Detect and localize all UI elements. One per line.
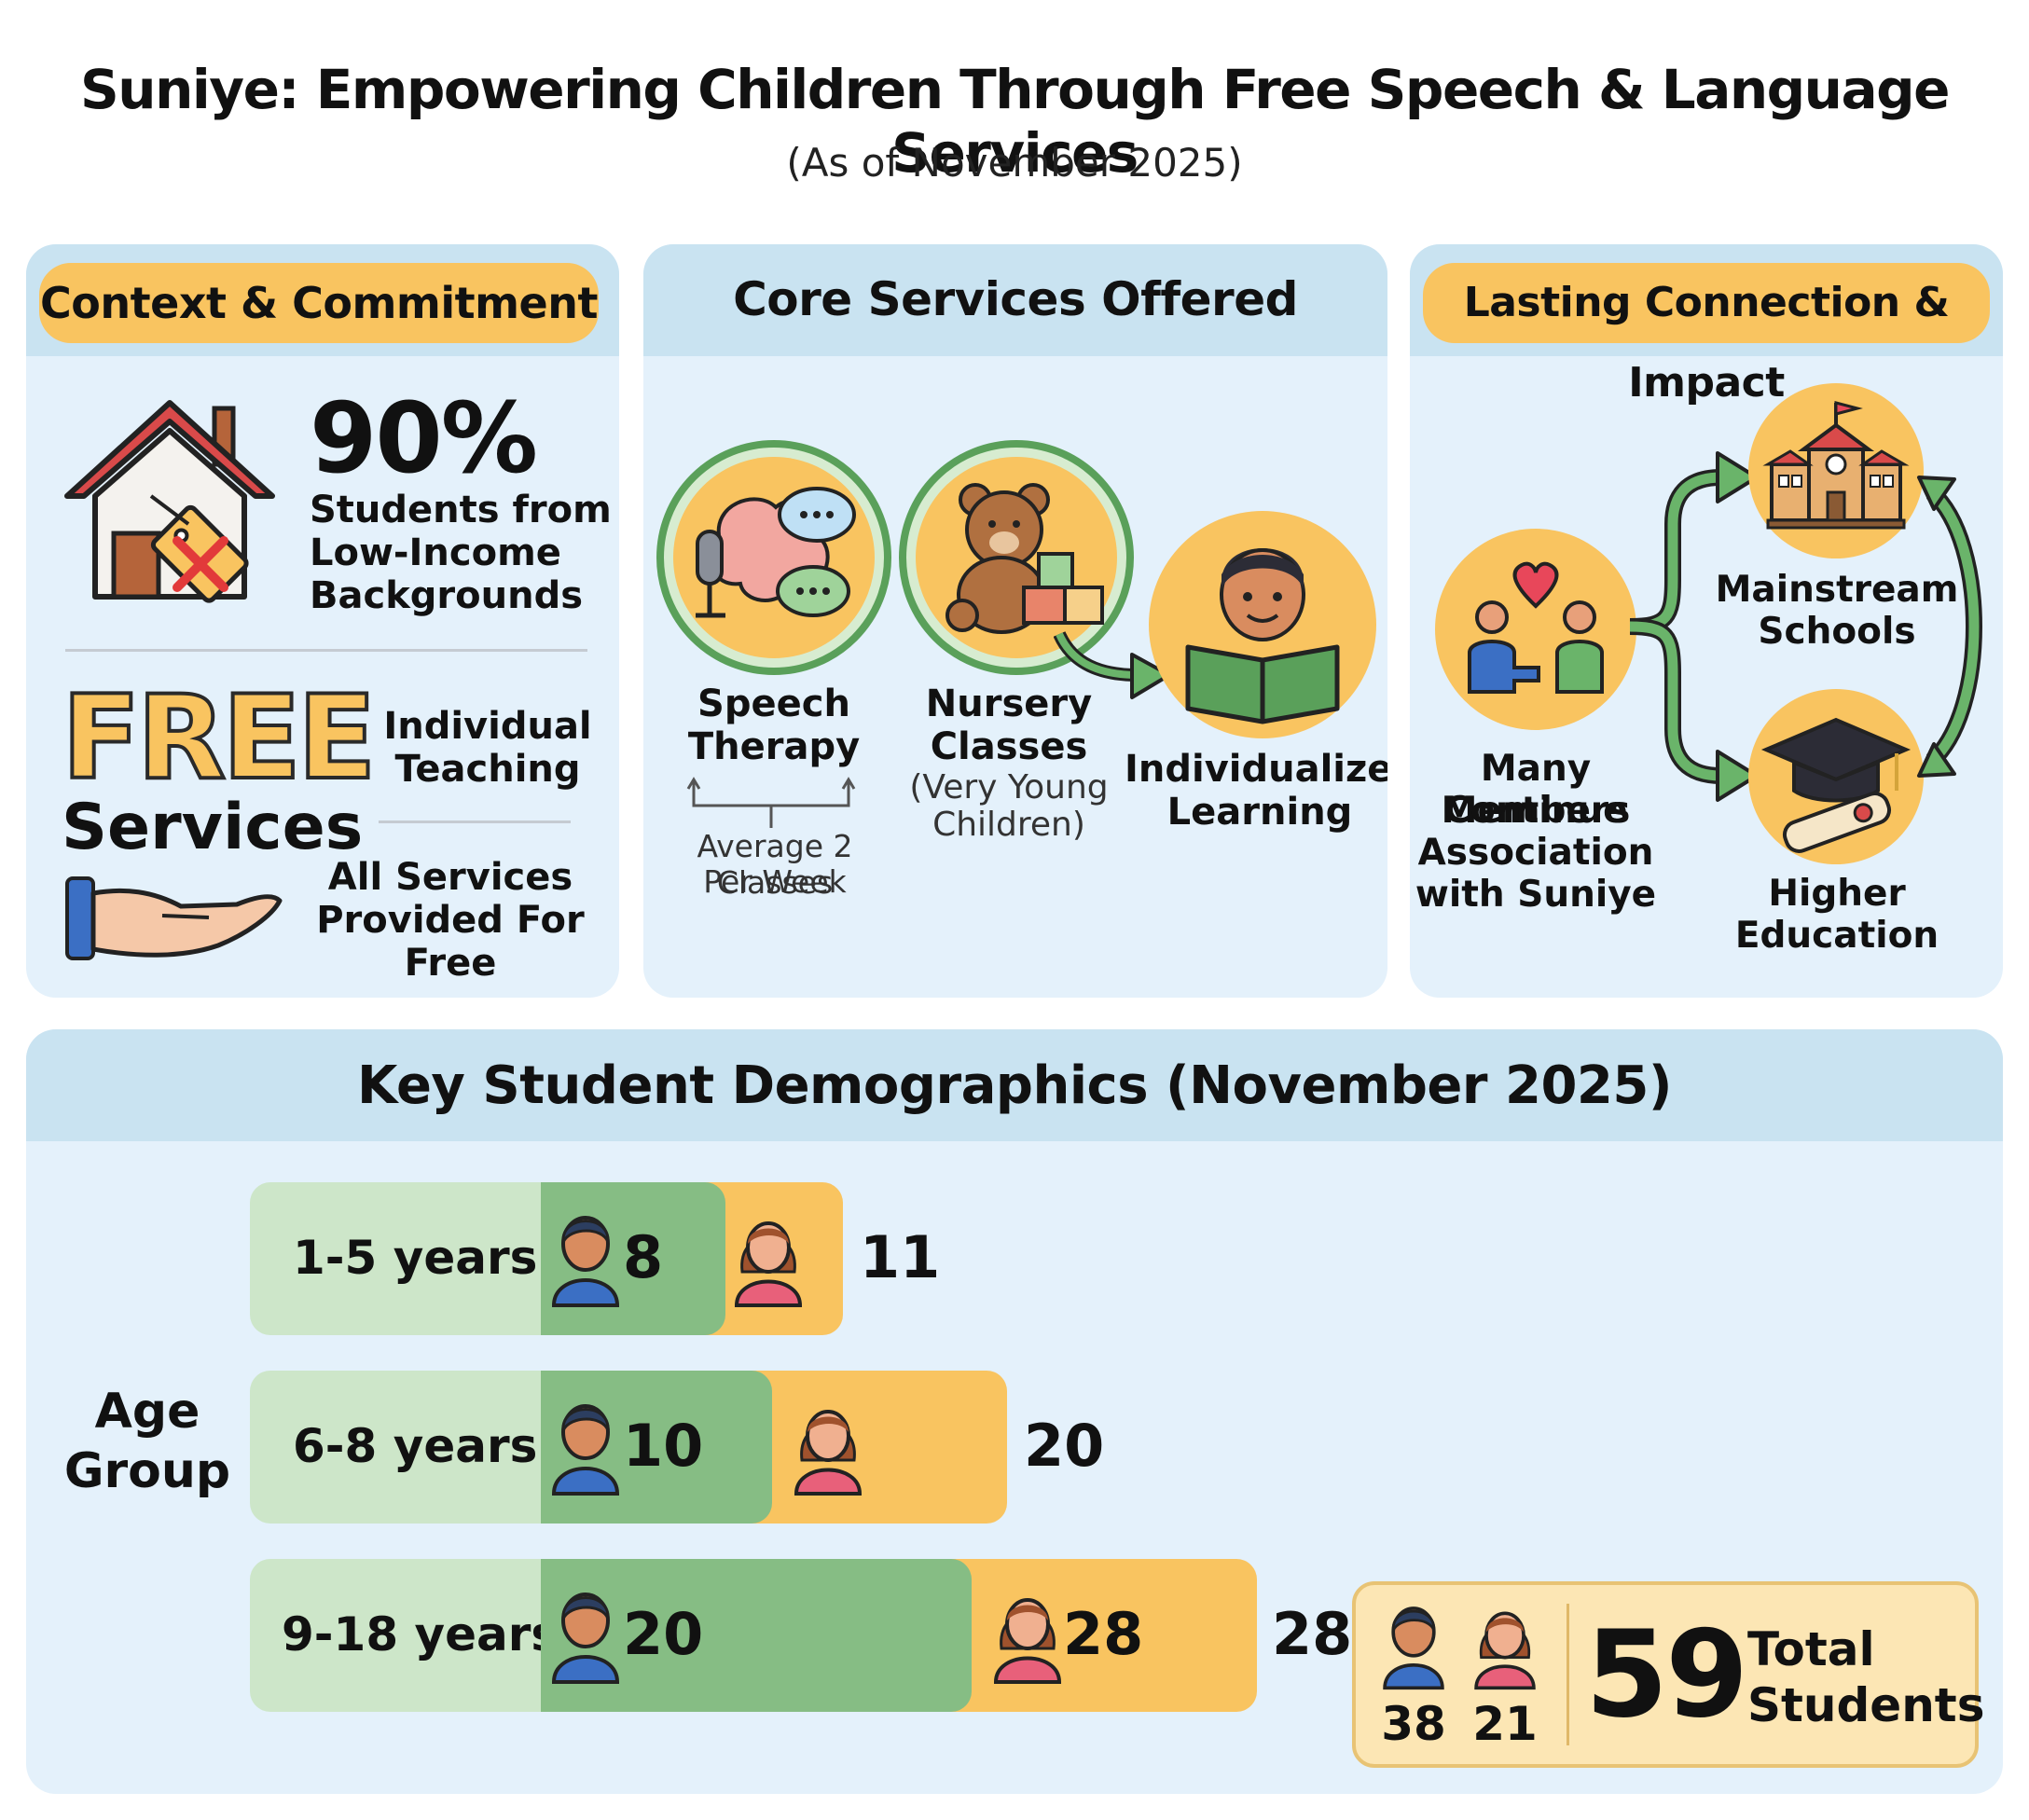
- low-income-stat-line-1: Students from: [310, 489, 612, 531]
- female-count: 11: [860, 1223, 941, 1291]
- low-income-stat-line-2: Low-Income: [310, 531, 561, 574]
- teddy-bear-blocks-icon: [899, 440, 1134, 675]
- page-title: Suniye: Empowering Children Through Free…: [80, 58, 1950, 185]
- graduation-cap-diploma-icon: [1748, 689, 1924, 864]
- low-income-stat-line-3: Backgrounds: [310, 574, 584, 617]
- members-line-2: Continue: [1443, 790, 1628, 832]
- higher-education-line-1: Higher: [1768, 873, 1906, 915]
- nursery-note-line-1: (Very Young: [909, 768, 1109, 807]
- female-count: 28: [1272, 1600, 1353, 1668]
- age-row-bar: [250, 1559, 541, 1712]
- page-subtitle: (As of November 2025): [786, 140, 1243, 186]
- speech-therapy-line-1: Speech: [697, 682, 850, 725]
- free-word: FREE: [60, 671, 379, 806]
- age-row-label: 1-5 years: [293, 1231, 538, 1285]
- child-reading-book-icon: [1149, 511, 1376, 738]
- female-bar: [944, 1559, 1257, 1712]
- members-line-3: Association: [1417, 832, 1654, 874]
- age-row-label: 6-8 years: [293, 1419, 538, 1473]
- context-divider: [65, 649, 587, 652]
- demographics-heading: Key Student Demographics (November 2025): [357, 1055, 1672, 1116]
- higher-education-line-2: Education: [1734, 915, 1939, 957]
- handshake-heart-icon: [1435, 529, 1636, 730]
- demographics-header: [26, 1029, 2003, 1141]
- mainstream-line-1: Mainstream: [1715, 569, 1959, 611]
- male-student-icon: [551, 1404, 620, 1496]
- male-bar: [541, 1559, 972, 1712]
- frequency-line-1: Average 2 Classes: [697, 828, 853, 901]
- context-heading: Context & Commitment: [39, 263, 599, 343]
- school-building-icon: [1748, 383, 1924, 558]
- female-student-icon: [1474, 1611, 1536, 1690]
- male-count: 10: [623, 1412, 704, 1480]
- speech-therapy-line-2: Therapy: [687, 725, 861, 768]
- all-free-line-1: All Services: [327, 856, 573, 899]
- age-row-label: 9-18 years: [282, 1607, 559, 1661]
- nursery-note-line-2: Children): [932, 806, 1085, 844]
- female-student-icon: [734, 1221, 803, 1307]
- axis-label-line-1: Age: [94, 1384, 200, 1440]
- age-row-bar: [250, 1371, 541, 1524]
- bracket-icon: [686, 777, 856, 828]
- mainstream-line-2: Schools: [1758, 611, 1916, 653]
- total-divider: [1567, 1604, 1569, 1745]
- total-female-count: 21: [1472, 1697, 1538, 1751]
- individualized-line-2: Learning: [1166, 791, 1353, 834]
- female-count-inside: 28: [1063, 1600, 1144, 1668]
- total-label-line-2: Students: [1747, 1678, 1985, 1732]
- impact-heading: Lasting Connection & Impact: [1423, 263, 1990, 407]
- male-student-icon: [551, 1592, 620, 1684]
- total-label-line-1: Total: [1747, 1622, 1875, 1676]
- services-divider: [379, 820, 571, 823]
- impact-panel: Lasting Connection & Impact: [1410, 244, 2003, 998]
- male-student-icon: [1383, 1606, 1444, 1690]
- age-row-bar: [250, 1182, 541, 1335]
- services-word: Services: [62, 791, 364, 864]
- all-free-line-2: Provided For Free: [316, 899, 585, 985]
- context-panel: Context & Commitment 90% Students from L…: [26, 244, 619, 998]
- female-student-icon: [993, 1598, 1062, 1684]
- branch-arrows-icon: [1629, 451, 1759, 802]
- nursery-classes-line-2: Classes: [930, 725, 1088, 768]
- female-count: 20: [1024, 1412, 1105, 1480]
- nursery-classes-line-1: Nursery: [925, 682, 1093, 725]
- core-services-panel: Core Services Offered: [643, 244, 1387, 998]
- members-line-4: with Suniye: [1415, 874, 1657, 916]
- total-male-count: 38: [1381, 1697, 1446, 1751]
- male-count: 20: [623, 1600, 704, 1668]
- core-heading: Core Services Offered: [733, 272, 1298, 326]
- individual-teaching-line-2: Teaching: [394, 748, 581, 791]
- axis-label-line-2: Group: [63, 1443, 231, 1499]
- core-panel-header: [643, 244, 1387, 356]
- male-student-icon: [551, 1216, 620, 1307]
- giving-hand-icon: [65, 876, 283, 960]
- demographics-panel: Key Student Demographics (November 2025)…: [26, 1029, 2003, 1794]
- male-count: 8: [623, 1223, 664, 1291]
- female-student-icon: [794, 1410, 863, 1496]
- members-line-1: Many Members: [1441, 748, 1631, 832]
- speech-brain-microphone-icon: [656, 440, 891, 675]
- cycle-arrow-icon: [1917, 476, 1982, 778]
- total-students-box: 38 21 59 Total Students: [1352, 1581, 1984, 1768]
- individual-teaching-line-1: Individual: [383, 705, 592, 748]
- total-students-value: 59: [1585, 1606, 1748, 1744]
- low-income-stat-value: 90%: [310, 381, 538, 495]
- house-price-tag-icon: [64, 400, 275, 603]
- female-bar: [744, 1371, 1007, 1524]
- arrow-icon: [1054, 630, 1171, 699]
- individualized-line-1: Individualized: [1125, 748, 1387, 791]
- frequency-line-2: Per Week: [703, 863, 847, 900]
